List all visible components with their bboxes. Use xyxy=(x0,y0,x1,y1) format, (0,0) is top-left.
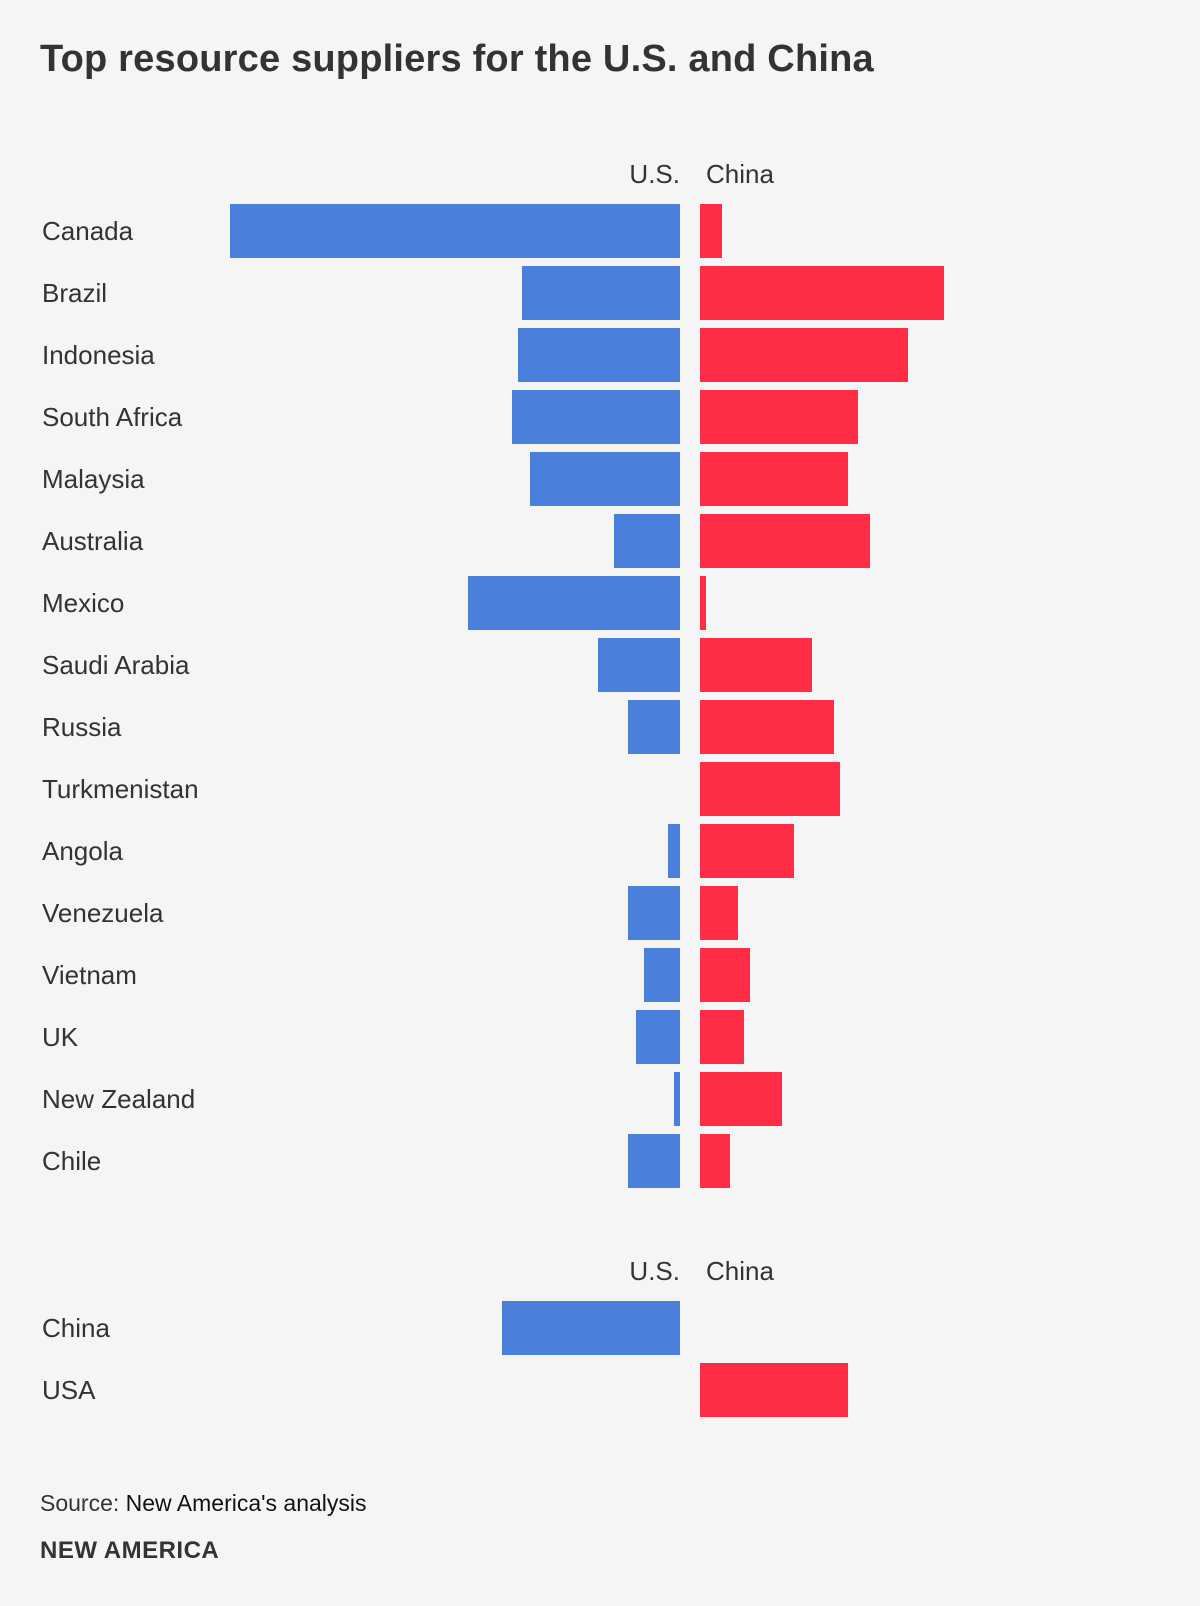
bar-us-venezuela xyxy=(628,886,680,940)
bar-us-angola xyxy=(668,824,680,878)
category-label-malaysia: Malaysia xyxy=(42,464,145,494)
bar-us-saudi-arabia xyxy=(598,638,680,692)
bar-china-indonesia xyxy=(700,328,908,382)
category-label-china: China xyxy=(42,1313,110,1343)
bar-china-russia xyxy=(700,700,834,754)
bar-us-brazil xyxy=(522,266,680,320)
bar-china-saudi-arabia xyxy=(700,638,812,692)
bar-us-canada xyxy=(230,204,680,258)
bar-china-angola xyxy=(700,824,794,878)
bar-group-bilateral: U.S. China China USA xyxy=(42,1256,848,1417)
category-label-vietnam: Vietnam xyxy=(42,960,137,990)
category-label-mexico: Mexico xyxy=(42,588,124,618)
category-label-venezuela: Venezuela xyxy=(42,898,164,928)
brand-logo-text: NEW AMERICA xyxy=(40,1537,220,1564)
category-label-russia: Russia xyxy=(42,712,122,742)
category-label-south-africa: South Africa xyxy=(42,402,183,432)
series-header-us: U.S. xyxy=(629,159,680,189)
category-label-usa: USA xyxy=(42,1375,96,1405)
bar-us-russia xyxy=(628,700,680,754)
bar-china-brazil xyxy=(700,266,944,320)
category-label-canada: Canada xyxy=(42,216,134,246)
bar-us-new-zealand xyxy=(674,1072,680,1126)
bar-china-malaysia xyxy=(700,452,848,506)
bar-china-venezuela xyxy=(700,886,738,940)
category-label-turkmenistan: Turkmenistan xyxy=(42,774,199,804)
chart-title: Top resource suppliers for the U.S. and … xyxy=(40,38,874,80)
series-header-china: China xyxy=(706,1256,774,1286)
category-label-uk: UK xyxy=(42,1022,79,1052)
bar-china-new-zealand xyxy=(700,1072,782,1126)
series-header-us: U.S. xyxy=(629,1256,680,1286)
source-value: New America's analysis xyxy=(125,1490,367,1516)
bar-china-uk xyxy=(700,1010,744,1064)
bar-us-china xyxy=(502,1301,680,1355)
source-label: Source: xyxy=(40,1490,120,1516)
bar-us-mexico xyxy=(468,576,680,630)
category-label-chile: Chile xyxy=(42,1146,101,1176)
bar-us-south-africa xyxy=(512,390,680,444)
series-header-china: China xyxy=(706,159,774,189)
category-label-new-zealand: New Zealand xyxy=(42,1084,195,1114)
bar-china-usa xyxy=(700,1363,848,1417)
bar-group-suppliers: U.S. China Canada Brazil Indonesia South Afri… xyxy=(42,159,944,1188)
bar-china-australia xyxy=(700,514,870,568)
category-label-brazil: Brazil xyxy=(42,278,107,308)
bar-china-mexico xyxy=(700,576,706,630)
bar-us-uk xyxy=(636,1010,680,1064)
category-label-indonesia: Indonesia xyxy=(42,340,155,370)
bar-china-turkmenistan xyxy=(700,762,840,816)
bar-us-chile xyxy=(628,1134,680,1188)
bar-us-indonesia xyxy=(518,328,680,382)
category-label-australia: Australia xyxy=(42,526,144,556)
bar-china-vietnam xyxy=(700,948,750,1002)
bar-china-chile xyxy=(700,1134,730,1188)
bar-us-vietnam xyxy=(644,948,680,1002)
bar-china-canada xyxy=(700,204,722,258)
category-label-angola: Angola xyxy=(42,836,123,866)
bar-china-south-africa xyxy=(700,390,858,444)
bar-us-malaysia xyxy=(530,452,680,506)
chart-area: U.S. China Canada Brazil Indonesia South Afri… xyxy=(42,159,944,1417)
bar-us-australia xyxy=(614,514,680,568)
source-note: Source: New America's analysis xyxy=(40,1490,367,1517)
category-label-saudi-arabia: Saudi Arabia xyxy=(42,650,190,680)
